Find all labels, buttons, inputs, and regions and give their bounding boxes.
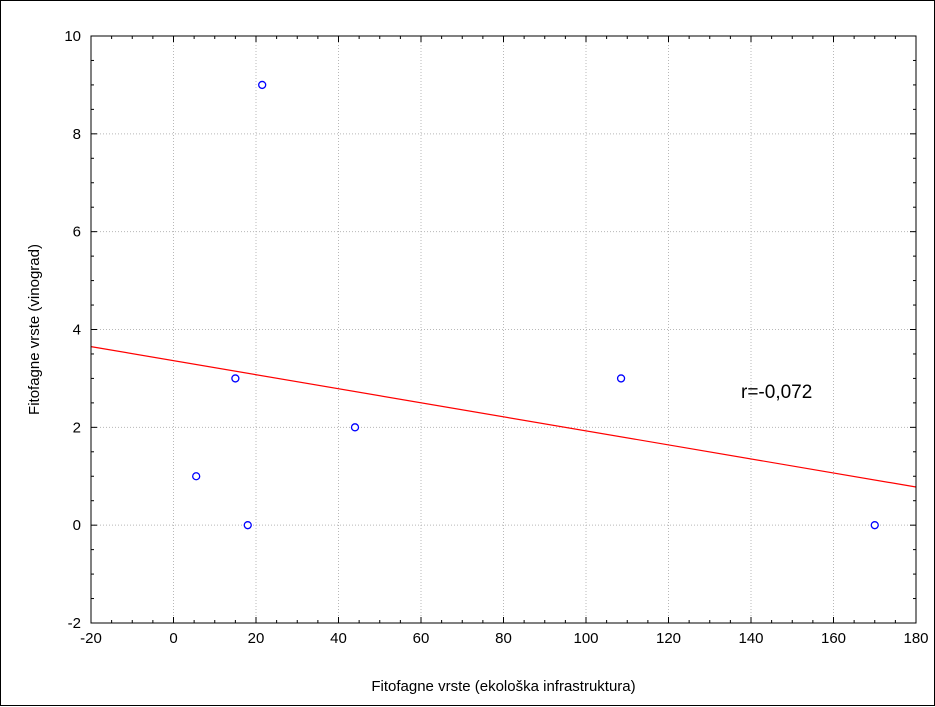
regression-line-group — [90, 346, 917, 488]
y-tick-labels: -2 0 2 4 6 8 10 — [64, 28, 81, 632]
x-tick-label: 0 — [169, 630, 177, 647]
y-tick-label: 6 — [73, 224, 81, 241]
y-tick-label: 4 — [73, 322, 81, 339]
data-point — [192, 472, 201, 481]
x-tick-label: -20 — [80, 630, 102, 647]
data-point — [350, 423, 360, 432]
x-tick-labels: -20 0 20 40 60 80 100 120 140 160 180 — [80, 630, 928, 647]
x-tick-label: 120 — [656, 630, 681, 647]
data-point — [243, 521, 252, 530]
x-tick-label: 60 — [413, 630, 430, 647]
y-tick-label: 8 — [73, 126, 81, 143]
x-tick-label: 100 — [573, 630, 598, 647]
y-tick-label: 10 — [64, 28, 81, 45]
correlation-annotation: r=-0,072 — [741, 382, 812, 403]
x-tick-label: 180 — [903, 630, 928, 647]
data-point — [616, 374, 626, 383]
y-tick-label: 0 — [73, 517, 81, 534]
tick-marks — [90, 35, 917, 624]
y-tick-label: -2 — [68, 615, 81, 632]
data-point — [870, 521, 879, 530]
x-axis-label: Fitofagne vrste (ekološka infrastruktura… — [371, 678, 635, 695]
x-tick-label: 160 — [821, 630, 846, 647]
data-points — [192, 80, 879, 530]
x-tick-label: 80 — [495, 630, 512, 647]
y-tick-label: 2 — [73, 419, 81, 436]
data-point — [231, 374, 240, 383]
y-axis-label: Fitofagne vrste (vinograd) — [26, 244, 43, 415]
grid-lines — [90, 35, 917, 624]
regression-line — [90, 346, 917, 488]
x-tick-label: 140 — [738, 630, 763, 647]
x-tick-label: 20 — [248, 630, 265, 647]
x-tick-label: 40 — [330, 630, 347, 647]
data-point — [258, 80, 267, 90]
